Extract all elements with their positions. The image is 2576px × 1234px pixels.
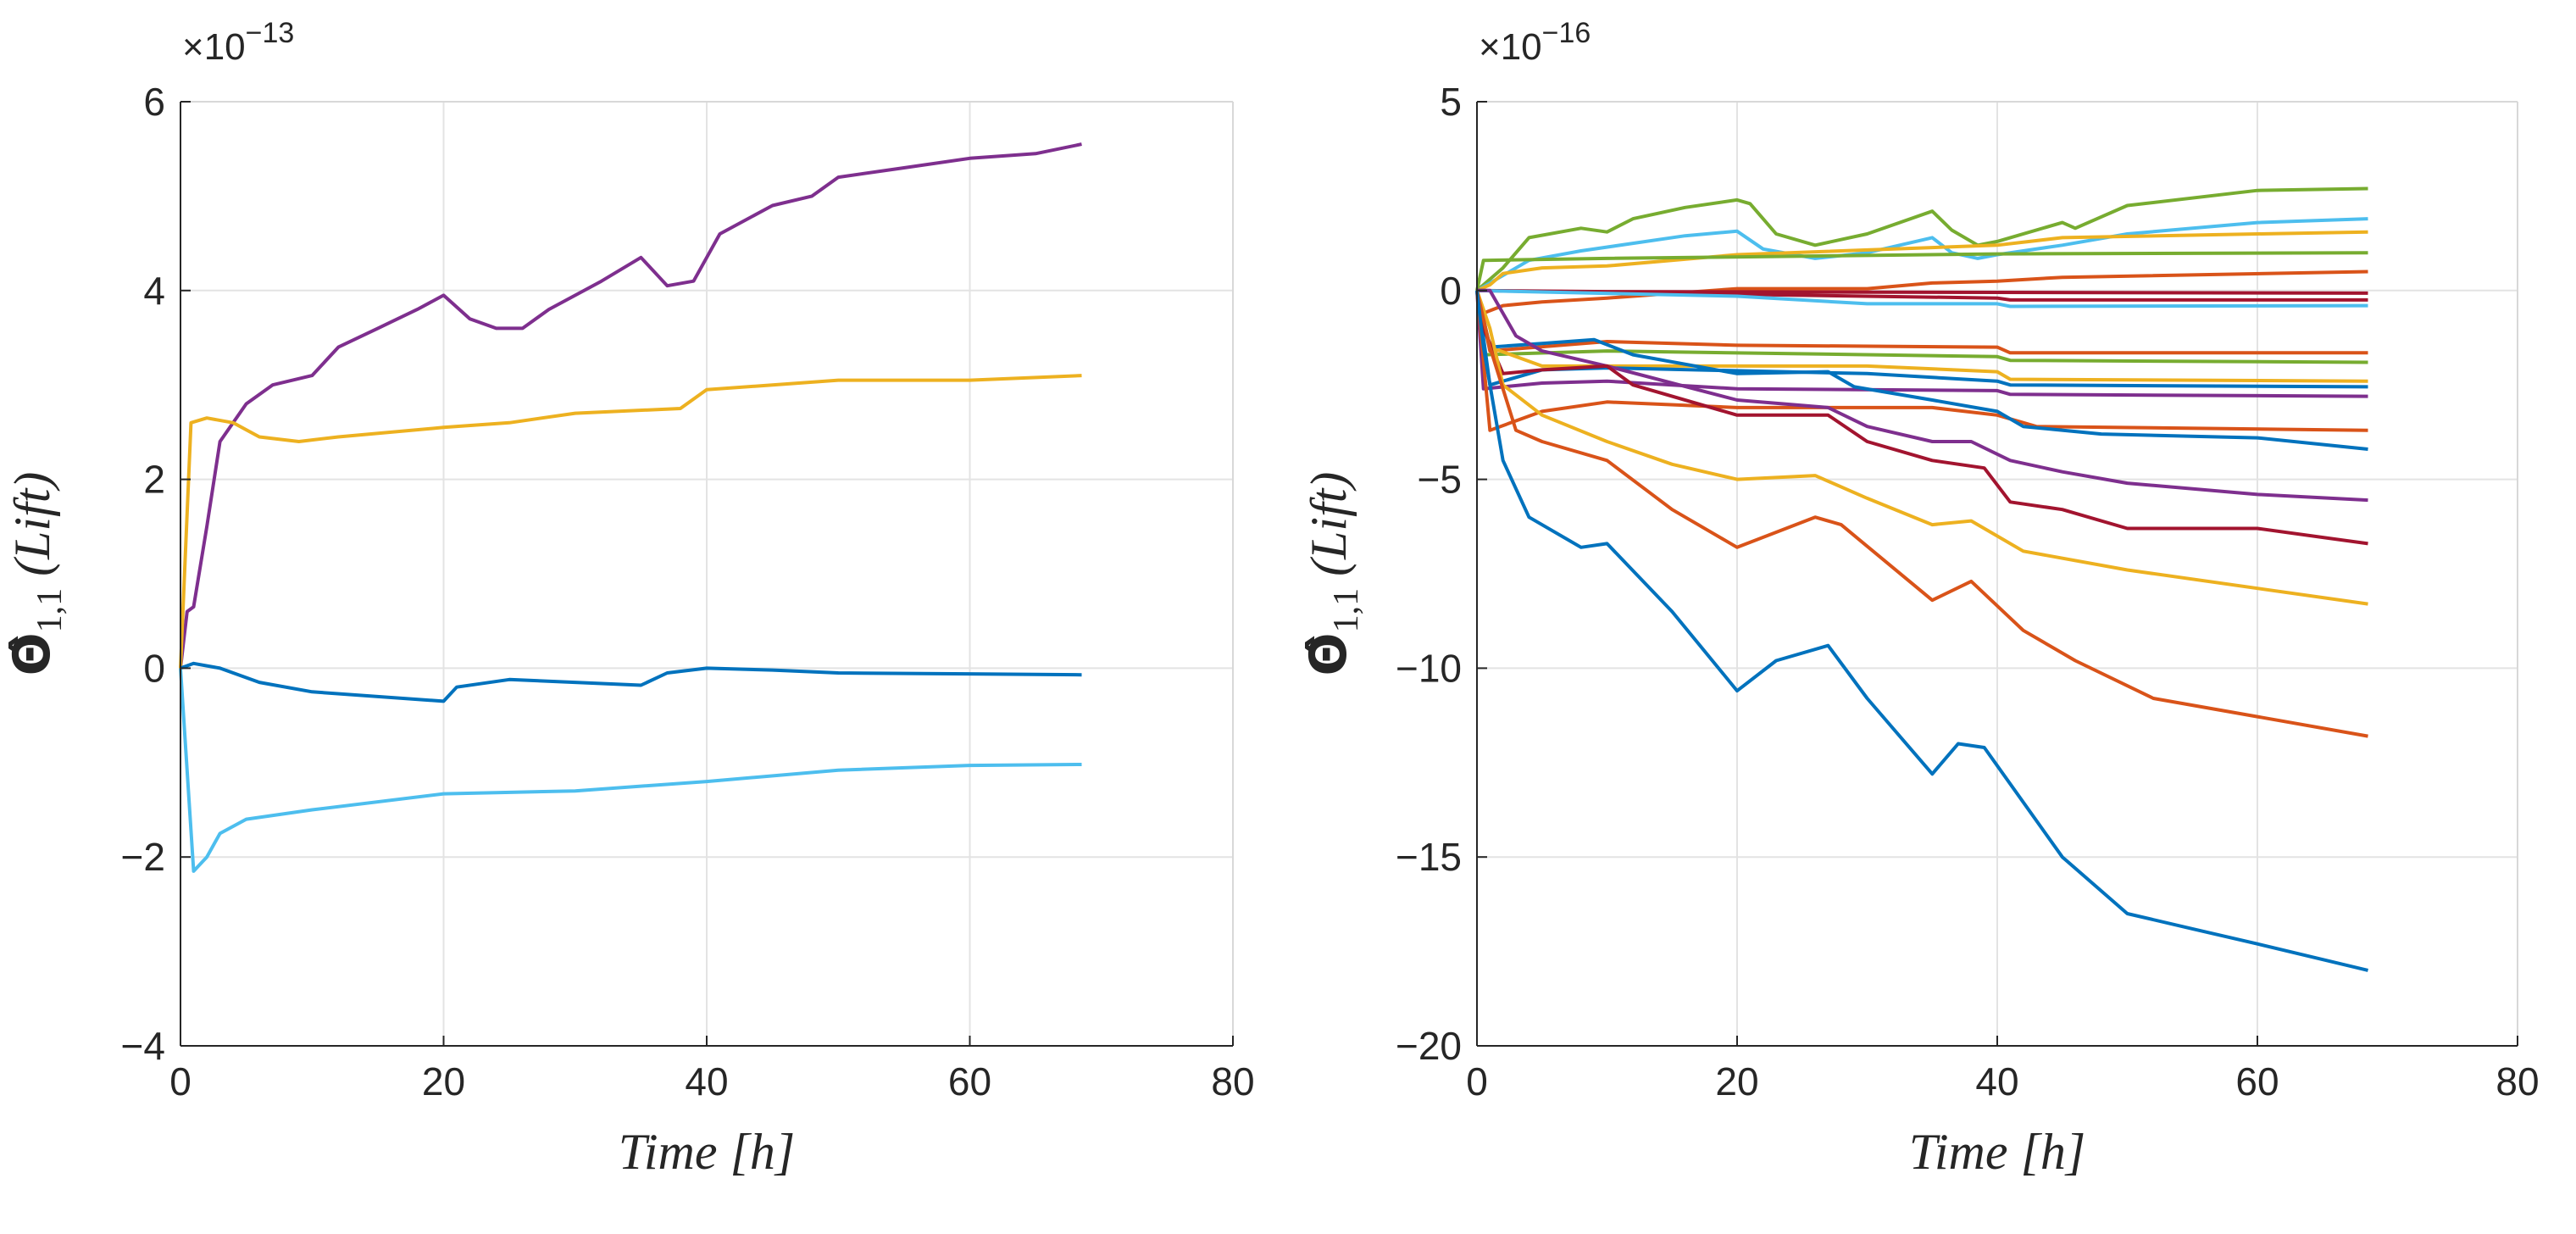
- series-line-b4: [1475, 290, 2368, 972]
- series-line-o3: [1475, 290, 2368, 432]
- y-label-symbol: Θ̂: [3, 632, 62, 675]
- series-line-y2: [1475, 290, 2368, 383]
- series-line-r3: [1475, 290, 2368, 546]
- y-label-text: (Lift): [1301, 472, 1357, 576]
- y-tick-label: −20: [1396, 1024, 1462, 1068]
- x-tick-label: 0: [169, 1059, 192, 1103]
- series-line-p2: [1475, 290, 2368, 398]
- series-line-p3: [1477, 288, 2368, 503]
- series-line-s2: [179, 374, 1082, 669]
- y-tick-label: −10: [1396, 646, 1462, 690]
- x-tick-label: 40: [685, 1059, 728, 1103]
- series-line-s1: [179, 142, 1082, 669]
- y-exponent-label: ×10−16: [1479, 17, 1591, 68]
- series-line-y3: [1475, 290, 2368, 606]
- y-exponent-power: −16: [1542, 17, 1591, 49]
- y-tick-label: 0: [143, 646, 165, 690]
- y-exponent-label: ×10−13: [182, 17, 294, 68]
- y-exponent-power: −13: [246, 17, 295, 49]
- series-line-g2: [1475, 251, 2368, 292]
- left-axes: 0 20 40 60 80 −4 −2 0 2 4 6 ×10−13 Time [h] Θ̂1,1 (Lif…: [3, 17, 1255, 1180]
- y-tick-label: 4: [143, 269, 165, 313]
- x-tick-label: 20: [1715, 1059, 1758, 1103]
- x-axis-label: Time [h]: [619, 1124, 795, 1180]
- x-tick-label: 60: [948, 1059, 991, 1103]
- x-tick-label: 60: [2235, 1059, 2279, 1103]
- y-tick-label: 5: [1440, 80, 1462, 124]
- y-label-symbol: Θ̂: [1299, 632, 1358, 675]
- x-tick-label: 80: [2496, 1059, 2539, 1103]
- y-tick-label: −2: [121, 835, 165, 879]
- y-exponent-base: ×10: [182, 26, 246, 68]
- y-axis-label: Θ̂1,1 (Lift): [3, 472, 69, 676]
- series-line-c2: [1476, 288, 2368, 308]
- x-axis-label: Time [h]: [1909, 1124, 2085, 1180]
- series-line-s4: [179, 668, 1082, 873]
- y-label-text: (Lift): [4, 472, 60, 576]
- y-tick-label: −15: [1396, 835, 1462, 879]
- y-axis-label: Θ̂1,1 (Lift): [1299, 472, 1366, 676]
- series-line-o1: [1475, 270, 2368, 315]
- series-line-o4: [1475, 290, 2368, 738]
- y-tick-label: −4: [121, 1024, 165, 1068]
- x-tick-label: 80: [1211, 1059, 1254, 1103]
- y-tick-label: 6: [143, 80, 165, 124]
- x-tick-label: 40: [1975, 1059, 2018, 1103]
- x-tick-label: 20: [422, 1059, 465, 1103]
- series-line-g1: [1475, 186, 2368, 292]
- y-label-subscript: 1,1: [31, 588, 69, 633]
- series-line-c1: [1475, 217, 2368, 292]
- x-tick-label: 0: [1466, 1059, 1488, 1103]
- right-axes: 0 20 40 60 80 −20 −15 −10 −5 0 5 ×10−16 Time [h] Θ̂1,…: [1299, 17, 2540, 1180]
- series-line-s3: [180, 661, 1082, 703]
- y-tick-label: −5: [1418, 458, 1462, 502]
- y-tick-label: 0: [1440, 269, 1462, 313]
- y-exponent-base: ×10: [1479, 26, 1542, 68]
- series-line-b3: [1475, 290, 2368, 451]
- y-label-subscript: 1,1: [1327, 588, 1366, 633]
- y-tick-label: 2: [143, 458, 165, 502]
- series-line-b2: [1475, 290, 2368, 389]
- series-line-y1: [1476, 230, 2368, 292]
